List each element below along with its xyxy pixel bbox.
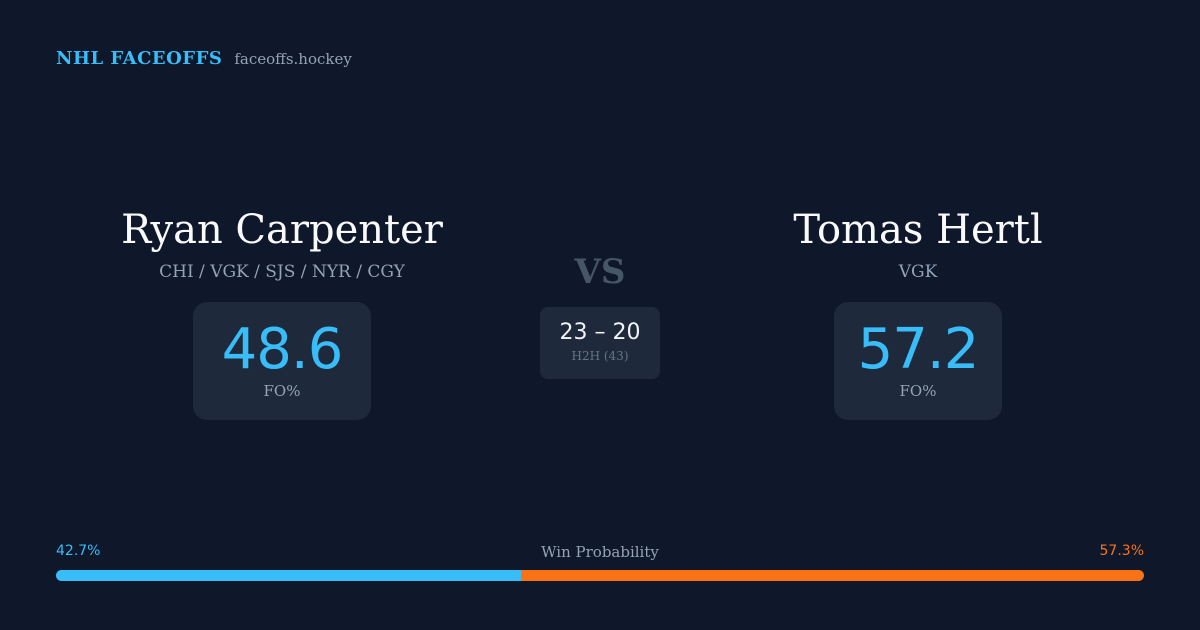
player-left-fo-value: 48.6 (221, 317, 344, 382)
vs-label: VS (574, 252, 626, 292)
player-right-name: Tomas Hertl (793, 207, 1043, 253)
win-probability-right-value: 57.3% (1099, 543, 1144, 559)
h2h-label: H2H (43) (571, 349, 629, 363)
h2h-card: 23 – 20 H2H (43) (540, 307, 660, 379)
win-probability-right-fill (520, 570, 1144, 581)
brand-site-link[interactable]: faceoffs.hockey (234, 50, 352, 68)
player-left: Ryan Carpenter CHI / VGK / SJS / NYR / C… (72, 204, 492, 282)
player-left-teams: CHI / VGK / SJS / NYR / CGY (159, 262, 405, 282)
player-left-name: Ryan Carpenter (121, 207, 443, 253)
win-probability-bar (56, 570, 1144, 581)
player-right-fo-label: FO% (899, 382, 937, 400)
player-right-stat-card: 57.2 FO% (834, 302, 1002, 420)
player-left-fo-label: FO% (263, 382, 301, 400)
brand-name: NHL FACEOFFS (56, 48, 223, 69)
player-left-stat-card: 48.6 FO% (193, 302, 371, 420)
player-right-teams: VGK (898, 262, 938, 282)
win-probability-left-fill (56, 570, 521, 581)
win-probability-left-value: 42.7% (56, 543, 101, 559)
player-right: Tomas Hertl VGK (708, 204, 1128, 282)
brand-header: NHL FACEOFFS faceoffs.hockey (56, 48, 352, 69)
win-probability-labels: 42.7% Win Probability 57.3% (56, 543, 1144, 563)
player-right-fo-value: 57.2 (857, 317, 980, 382)
h2h-score: 23 – 20 (559, 320, 641, 345)
win-probability-title: Win Probability (541, 543, 659, 561)
